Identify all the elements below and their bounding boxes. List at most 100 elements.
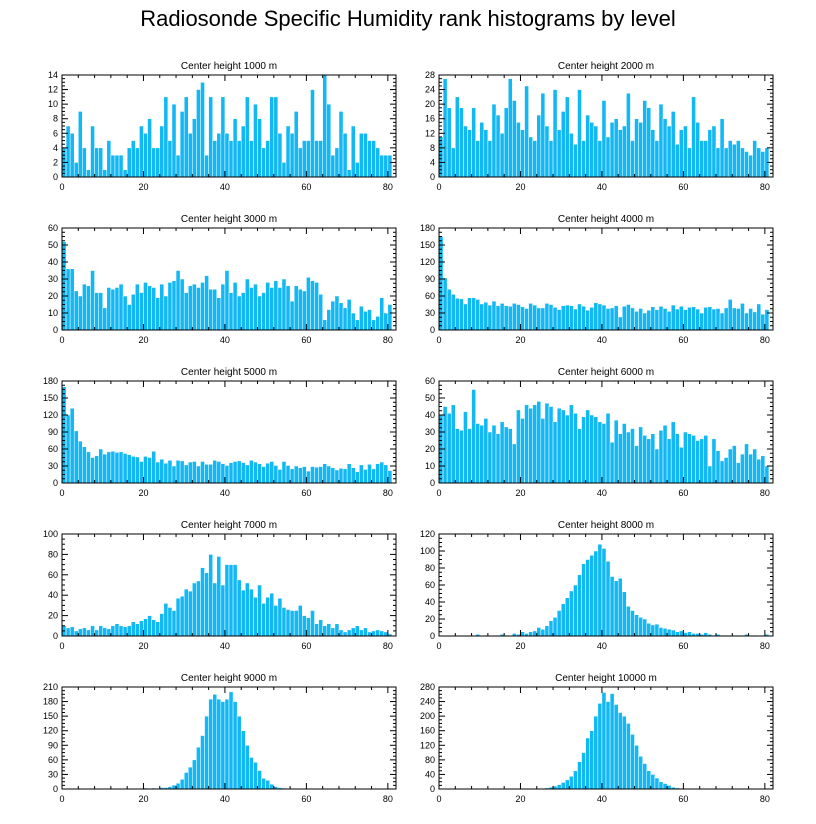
x-tick-label: 0 (59, 488, 64, 498)
histogram-bar (756, 458, 762, 484)
panel-title: Center height 7000 m (181, 520, 277, 531)
histogram-bar (245, 582, 250, 637)
histogram-bar (82, 446, 87, 484)
histogram-bar (387, 304, 393, 331)
histogram-bar (703, 140, 709, 178)
histogram-bar (613, 419, 619, 484)
histogram-bar (293, 285, 299, 331)
x-tick-label: 40 (597, 794, 607, 804)
x-tick-label: 80 (383, 641, 393, 651)
histogram-bar (723, 457, 729, 484)
x-tick-label: 80 (760, 488, 770, 498)
histogram-bar (560, 305, 566, 331)
histogram-bar (200, 567, 205, 637)
histogram-bar (310, 280, 315, 331)
histogram-bar (204, 572, 209, 637)
histogram-bar (662, 628, 668, 637)
histogram-bar (666, 125, 672, 178)
histogram-bar (548, 140, 554, 178)
histogram-bar (507, 428, 513, 484)
histogram-bar (269, 287, 275, 331)
histogram-bar (220, 701, 226, 790)
histogram-bar (483, 129, 489, 178)
histogram-bar (302, 466, 307, 484)
x-tick-label: 20 (138, 335, 148, 345)
histogram-bar (240, 292, 246, 331)
histogram-bar (371, 319, 376, 331)
histogram-bar (499, 421, 505, 484)
y-tick-label: 30 (48, 274, 58, 284)
histogram-bar (683, 125, 688, 178)
histogram-bar (261, 778, 266, 790)
histogram-bar (69, 626, 75, 637)
histogram-bar (102, 307, 108, 331)
histogram-bar (622, 305, 627, 331)
histogram-bar (463, 411, 468, 484)
histogram-bar (114, 154, 120, 178)
histogram-bar (289, 610, 295, 637)
histogram-bar (756, 303, 762, 331)
histogram-bar (597, 421, 603, 484)
histogram-bar (216, 698, 222, 790)
histogram-bar (73, 430, 79, 484)
histogram-bar (516, 122, 521, 178)
histogram-bar (613, 305, 619, 331)
histogram-bar (143, 618, 148, 637)
histogram-bar (699, 140, 705, 178)
histogram-bar (167, 460, 173, 484)
histogram-bar (139, 292, 144, 331)
histogram-bar (552, 617, 558, 637)
histogram-bar (342, 631, 348, 637)
histogram-bar (114, 287, 120, 331)
histogram-bar (183, 96, 189, 178)
histogram-bar (593, 715, 599, 790)
histogram-bar (334, 623, 340, 637)
histogram-bar (212, 460, 218, 484)
histogram-bar (467, 129, 472, 178)
histogram-bar (143, 456, 148, 484)
histogram-bar (359, 305, 364, 331)
histogram-bar (196, 465, 201, 484)
histogram-bar (245, 464, 250, 484)
x-tick-label: 60 (301, 641, 311, 651)
histogram-bar (703, 632, 709, 637)
histogram-bar (249, 140, 254, 178)
y-tick-label: 8 (53, 114, 58, 124)
histogram-bar (613, 580, 619, 637)
histogram-bar (73, 630, 79, 637)
histogram-bar (756, 147, 762, 178)
histogram-bar (528, 631, 533, 637)
histogram-bar (318, 466, 323, 484)
histogram-bar (334, 295, 340, 331)
histogram-bar (130, 140, 136, 178)
histogram-bar (118, 283, 124, 331)
y-tick-label: 60 (48, 444, 58, 454)
histogram-bar (520, 631, 525, 637)
histogram-bar (556, 129, 562, 178)
histogram-bar (658, 103, 664, 178)
histogram-bar (269, 461, 275, 484)
histogram-bar (73, 162, 79, 178)
y-tick-label: 6 (53, 128, 58, 138)
histogram-bar (265, 596, 270, 637)
x-tick-label: 60 (678, 335, 688, 345)
histogram-bar (544, 402, 550, 484)
histogram-bar (375, 629, 380, 637)
histogram-bar (536, 114, 542, 178)
histogram-bar (302, 615, 307, 637)
histogram-bar (674, 143, 680, 178)
histogram-bar (732, 143, 737, 178)
histogram-bar (236, 715, 242, 790)
histogram-bar (355, 471, 360, 484)
histogram-bar (573, 308, 578, 331)
histogram-bar (188, 461, 193, 484)
histogram-bar (216, 556, 222, 637)
histogram-bar (240, 125, 246, 178)
histogram-bar (387, 154, 393, 178)
histogram-bar (285, 465, 291, 484)
histogram-bar (463, 303, 468, 331)
histogram-bar (760, 313, 766, 331)
histogram-bar (122, 626, 128, 637)
x-tick-label: 40 (220, 641, 230, 651)
histogram-bar (122, 295, 128, 331)
